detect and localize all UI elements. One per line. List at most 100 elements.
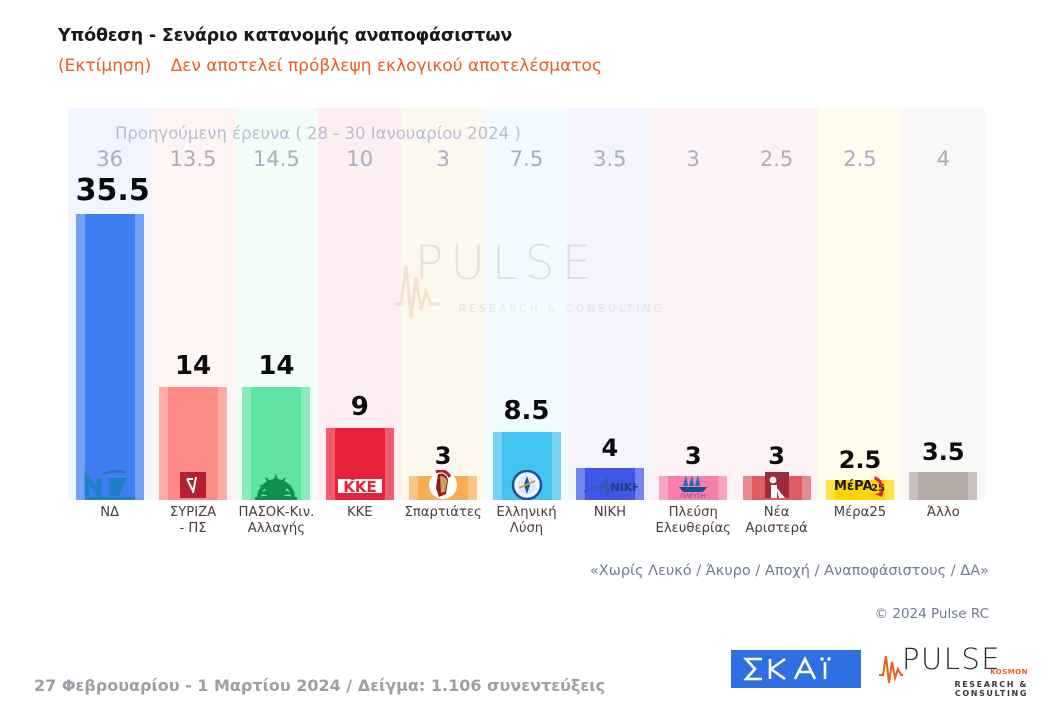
previous-value: 13.5 — [169, 147, 217, 171]
ecg-icon — [879, 655, 903, 684]
x-axis-label-line: ΣΥΡΙΖΑ — [169, 505, 217, 520]
bar-highlight-right — [218, 387, 228, 500]
bar-highlight-left — [492, 432, 502, 500]
bar[interactable] — [659, 476, 728, 500]
bar-value-label: 3 — [434, 442, 452, 470]
bar-value-label: 14 — [174, 351, 212, 381]
x-axis-label-line: Νέα — [763, 505, 790, 520]
bar-value-label: 3 — [684, 442, 702, 470]
chart-column-5 — [401, 108, 485, 500]
chart-plot-area — [68, 108, 985, 500]
bar-group: 3 ΠΛΕΥΣΗ — [659, 108, 728, 500]
x-axis-label: Ελληνική Λύση — [479, 505, 574, 536]
bars-container: 35.5 14 14 9 KKE 3 8.5 4 — [68, 108, 985, 506]
bar-value-label: 4 — [601, 434, 619, 462]
bar-highlight-left — [825, 480, 835, 500]
bar-value-label: 9 — [350, 392, 369, 422]
page-title: Υπόθεση - Σενάριο κατανομής αναποφάσιστω… — [58, 26, 513, 46]
chart-column-9 — [734, 108, 819, 500]
x-axis-label: ΝΔ — [62, 505, 157, 521]
bar[interactable] — [492, 432, 561, 500]
bar[interactable] — [825, 480, 894, 500]
bar-highlight-right — [968, 472, 978, 500]
x-axis-label-line: Μέρα25 — [833, 505, 887, 520]
chart-subtitle: (Εκτίμηση) Δεν αποτελεί πρόβλεψη εκλογικ… — [58, 56, 602, 76]
bar-highlight-right — [884, 480, 894, 500]
x-axis-label-line: Πλεύση — [668, 505, 718, 520]
bar-value-label: 3.5 — [922, 438, 965, 466]
bar[interactable] — [909, 472, 978, 500]
bar-highlight-right — [134, 214, 144, 500]
chart-column-10 — [818, 108, 902, 500]
previous-value: 2.5 — [843, 147, 877, 171]
bar[interactable] — [409, 476, 478, 500]
subtitle-estimate-label: (Εκτίμηση) — [58, 56, 152, 76]
bar-highlight-right — [634, 468, 644, 500]
bar-highlight-right — [551, 432, 561, 500]
x-axis-label-line: Λύση — [509, 520, 544, 536]
bar-highlight-left — [75, 214, 85, 500]
x-axis-label: Νέα Αριστερά — [729, 505, 824, 536]
chart-column-8 — [651, 108, 735, 500]
bar[interactable] — [575, 468, 644, 500]
bar-group: 9 KKE — [325, 108, 394, 500]
bar-value-label: 2.5 — [838, 446, 882, 474]
bar-value-label: 8.5 — [503, 396, 550, 426]
x-axis-labels: ΝΔ ΣΥΡΙΖΑ - ΠΣ ΠΑΣΟΚ-Κιν. Αλλαγής ΚΚΕ Σπαρτιάτ… — [68, 505, 985, 553]
bar-highlight-left — [909, 472, 919, 500]
previous-value: 7.5 — [509, 147, 544, 171]
bar-group: 8.5 — [492, 108, 561, 501]
date-and-sample-line: 27 Φεβρουαρίου - 1 Μαρτίου 2024 / Δείγμα… — [34, 676, 606, 695]
bar-group: 35.5 — [75, 108, 150, 502]
x-axis-label-line: Αριστερά — [745, 520, 808, 536]
x-axis-label: Άλλο — [896, 505, 991, 521]
bar-group: 3 — [742, 108, 811, 500]
skai-wordmark-icon — [743, 656, 831, 681]
bar[interactable] — [242, 387, 311, 500]
x-axis-label-line: Ελληνική — [496, 505, 557, 520]
x-axis-label-line: Άλλο — [926, 505, 960, 520]
bar-highlight-left — [742, 476, 752, 500]
x-axis-label-line: Ελευθερίας — [655, 520, 731, 536]
bar-value-label: 14 — [258, 351, 295, 381]
previous-value: 14.5 — [253, 147, 300, 171]
bar-highlight-left — [659, 476, 669, 500]
x-axis-label: Πλεύση Ελευθερίας — [646, 505, 741, 536]
bar-highlight-right — [718, 476, 728, 500]
previous-value: 3 — [436, 147, 450, 171]
bar-group: 14 — [159, 108, 228, 500]
bar-highlight-right — [384, 428, 394, 500]
bar-highlight-right — [801, 476, 811, 500]
bar[interactable] — [75, 214, 144, 500]
x-axis-label-line: ΠΑΣΟΚ-Κιν. — [238, 505, 315, 520]
previous-value: 4 — [936, 147, 950, 171]
bar-highlight-right — [468, 476, 478, 500]
x-axis-label-line: ΝΔ — [100, 505, 120, 520]
bar-highlight-left — [409, 476, 419, 500]
bar[interactable] — [742, 476, 811, 500]
previous-value: 2.5 — [759, 147, 794, 171]
previous-survey-values-row: 36 13.5 14.5 10 3 7.5 3.5 3 2.5 2.5 4 — [68, 140, 985, 178]
bar[interactable] — [325, 428, 394, 500]
x-axis-label-line: ΝΙΚΗ — [593, 505, 627, 520]
bar-group: 14 — [242, 108, 311, 506]
bar-group: 4 ΝΙΚΗ — [575, 108, 644, 500]
bar[interactable] — [159, 387, 228, 500]
chart-header: Υπόθεση - Σενάριο κατανομής αναποφάσιστω… — [58, 26, 602, 76]
x-axis-label: ΝΙΚΗ — [562, 505, 657, 521]
pulse-wordmark: PULSE — [902, 642, 1002, 676]
bar-highlight-left — [325, 428, 335, 500]
bar-highlight-left — [159, 387, 169, 500]
pulse-logo: PULSE KOSMON RESEARCH & CONSULTING — [878, 642, 1028, 698]
x-axis-label: ΣΥΡΙΖΑ - ΠΣ — [145, 505, 240, 536]
skai-logo — [731, 650, 861, 688]
exclusions-note: «Χωρίς Λευκό / Άκυρο / Αποχή / Αναποφάσι… — [589, 563, 989, 579]
x-axis-label: Μέρα25 — [812, 505, 907, 521]
x-axis-label-line: Σπαρτιάτες — [404, 505, 482, 520]
bar-group: 3 — [409, 108, 478, 500]
x-axis-label-line: - ΠΣ — [179, 520, 207, 536]
x-axis-label: ΚΚΕ — [312, 505, 407, 521]
chart-column-7 — [568, 108, 652, 500]
bar-highlight-left — [575, 468, 585, 500]
previous-value: 3 — [686, 147, 700, 171]
